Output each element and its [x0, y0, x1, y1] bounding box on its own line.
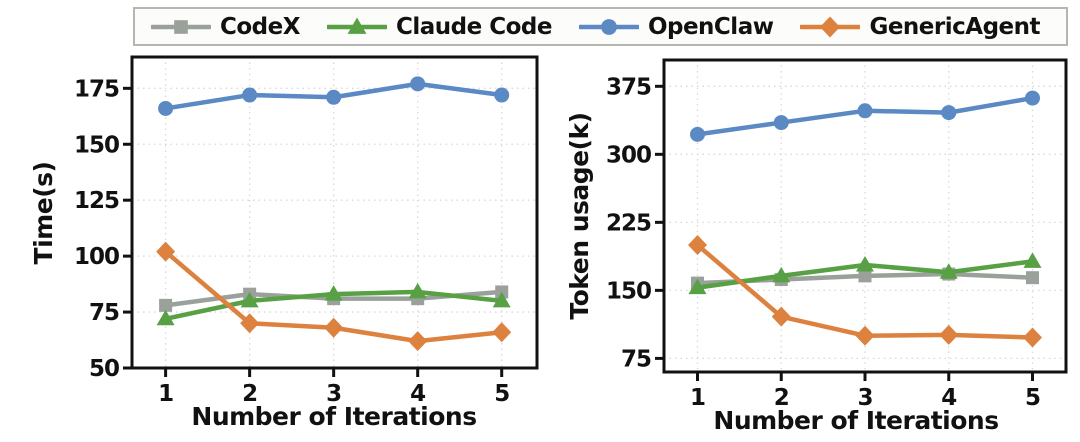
circle-marker [941, 105, 957, 121]
square-marker [174, 19, 188, 34]
y-tick-label: 150 [74, 132, 119, 158]
legend-label-genericagent: GenericAgent [869, 13, 1040, 40]
diamond-marker [820, 16, 841, 37]
circle-marker [857, 103, 873, 119]
legend-entry-claude-code: Claude Code [326, 13, 552, 40]
square-marker [1026, 271, 1039, 285]
legend-circle-swatch [578, 18, 639, 35]
circle-marker [242, 87, 258, 103]
diamond-marker [939, 324, 959, 345]
x-tick-label: 1 [690, 385, 705, 411]
circle-marker [773, 115, 789, 131]
legend-label-openclaw: OpenClaw [647, 13, 774, 40]
triangle-marker [324, 285, 343, 301]
triangle-marker [772, 266, 791, 283]
x-tick-label: 4 [410, 381, 425, 407]
legend-entry-codex: CodeX [151, 14, 300, 40]
plot-border [662, 58, 1068, 374]
y-tick-label: 150 [606, 278, 651, 304]
left-x-axis-label: Number of Iterations [191, 402, 476, 431]
triangle-marker [939, 263, 958, 279]
legend-label-claude-code: Claude Code [395, 13, 552, 40]
diamond-marker [688, 235, 707, 256]
triangle-marker [156, 309, 175, 326]
diamond-marker [408, 331, 428, 352]
legend-triangle-swatch [326, 17, 387, 34]
y-tick-label: 125 [74, 188, 119, 214]
triangle-marker [856, 255, 874, 272]
diamond-marker [240, 313, 260, 334]
diamond-marker [156, 241, 176, 262]
circle-marker [494, 87, 510, 103]
left-chart: 50 75 100 125 150 175 1 2 3 4 5 [74, 55, 539, 407]
circle-marker [158, 100, 174, 116]
x-tick-label: 3 [857, 385, 872, 411]
circle-marker [690, 126, 705, 142]
circle-marker [326, 89, 342, 105]
x-tick-label: 5 [494, 381, 509, 407]
x-tick-label: 4 [941, 385, 956, 411]
y-tick-label: 375 [606, 74, 651, 100]
x-tick-label: 2 [774, 385, 789, 411]
triangle-marker [492, 291, 511, 308]
diamond-marker [492, 322, 512, 343]
y-tick-label: 50 [89, 356, 119, 382]
y-tick-label: 75 [621, 346, 651, 372]
y-tick-label: 300 [606, 142, 651, 168]
circle-marker [410, 76, 426, 92]
circle-marker [601, 18, 617, 35]
diamond-marker [855, 325, 875, 346]
right-x-axis-label: Number of Iterations [713, 406, 998, 435]
triangle-marker [688, 278, 707, 295]
x-tick-label: 3 [326, 381, 341, 407]
legend-entry-genericagent: GenericAgent [800, 14, 1040, 40]
triangle-marker [347, 17, 367, 34]
legend-box: CodeX Claude Code OpenClaw GenericAgent [133, 7, 1068, 46]
diamond-marker [771, 306, 791, 327]
left-y-axis-label: Time(s) [29, 162, 58, 265]
legend-diamond-swatch [800, 16, 861, 37]
legend-entry-openclaw: OpenClaw [578, 13, 774, 40]
x-tick-label: 2 [242, 381, 257, 407]
diamond-marker [1023, 327, 1042, 348]
y-tick-label: 100 [74, 244, 119, 270]
square-marker [159, 298, 173, 312]
y-tick-label: 75 [89, 300, 119, 326]
plot-border [130, 55, 539, 370]
legend-label-codex: CodeX [220, 13, 300, 40]
triangle-marker [1023, 252, 1042, 268]
diamond-marker [324, 317, 344, 338]
right-chart: 75 150 225 300 375 1 2 3 4 5 [606, 58, 1068, 411]
x-tick-label: 1 [158, 381, 173, 407]
triangle-marker [408, 282, 427, 299]
legend-square-swatch [151, 19, 211, 34]
right-y-axis-label: Token usage(k) [565, 112, 594, 319]
y-tick-label: 225 [606, 210, 651, 236]
y-tick-label: 175 [74, 76, 119, 102]
circle-marker [1025, 90, 1040, 106]
square-marker [858, 269, 872, 283]
triangle-marker [240, 291, 259, 308]
x-tick-label: 5 [1025, 385, 1040, 411]
